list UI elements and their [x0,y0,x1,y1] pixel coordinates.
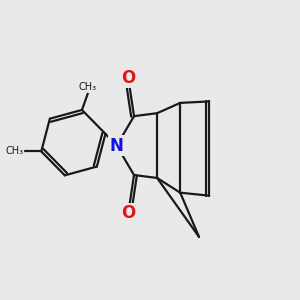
Text: CH₃: CH₃ [6,146,24,156]
Text: CH₃: CH₃ [79,82,97,92]
Text: N: N [110,136,124,154]
Text: O: O [121,204,135,222]
Text: O: O [121,69,135,87]
